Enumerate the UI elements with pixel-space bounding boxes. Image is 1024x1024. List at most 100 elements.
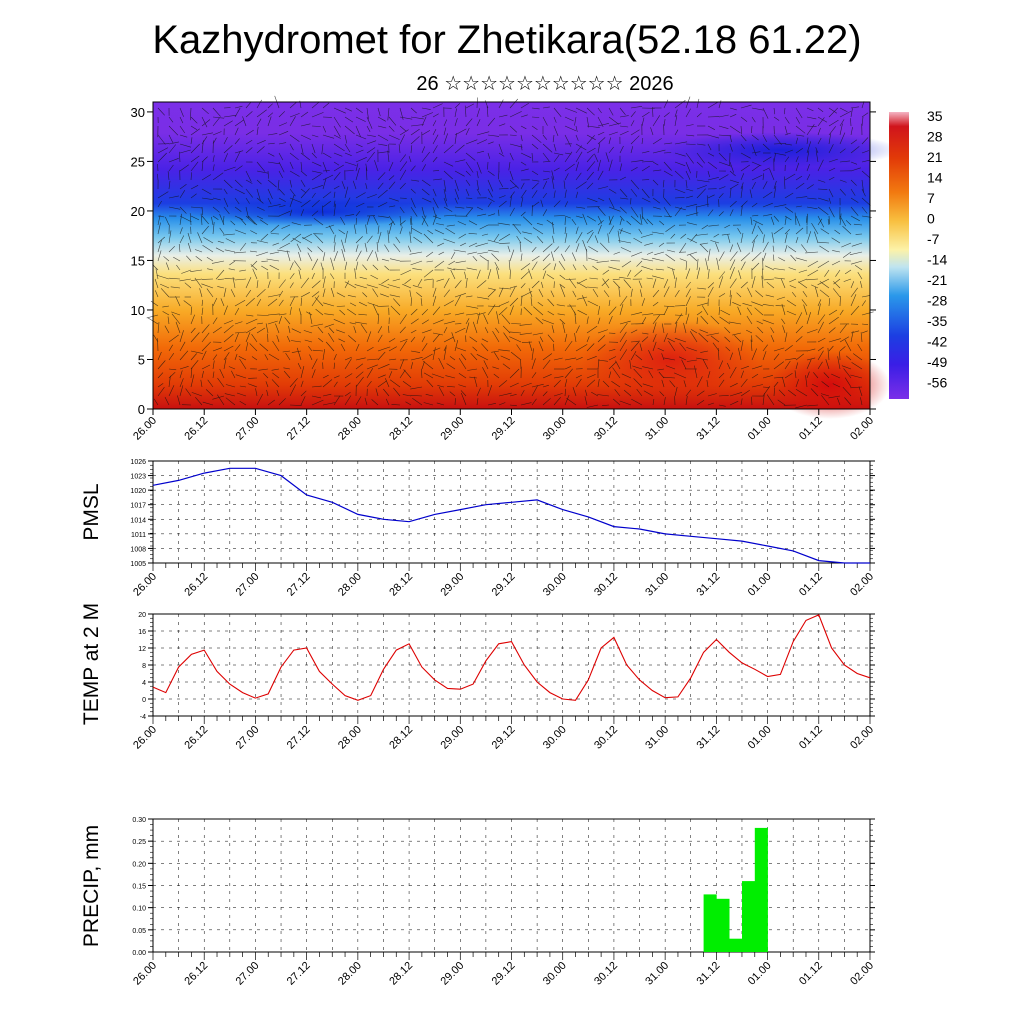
wind-barb — [168, 134, 174, 144]
wind-barb — [443, 326, 448, 334]
wind-barb — [630, 340, 641, 343]
wind-barb — [157, 387, 165, 397]
wind-barb — [509, 404, 517, 407]
wind-barb — [817, 361, 823, 370]
wind-barb — [685, 170, 691, 180]
wind-barb — [348, 335, 357, 343]
wind-barb — [476, 296, 490, 300]
wind-barb — [762, 252, 767, 262]
wind-barb — [663, 99, 669, 109]
wind-barb — [674, 314, 684, 316]
wind-barb — [850, 294, 857, 307]
wind-barb — [629, 359, 632, 370]
wind-barb — [190, 172, 192, 181]
wind-barb — [630, 106, 643, 109]
wind-barb — [520, 263, 531, 271]
wind-barb — [355, 210, 361, 217]
wind-barb — [509, 285, 518, 289]
wind-barb — [201, 132, 213, 136]
warm-core-a — [580, 320, 760, 400]
wind-barb — [850, 281, 855, 289]
wind-barb — [155, 268, 159, 280]
wind-barb — [498, 170, 500, 180]
wind-barb — [654, 251, 665, 256]
wind-barb — [219, 227, 225, 235]
wind-barb — [520, 402, 532, 406]
wind-barb — [641, 111, 650, 118]
wind-barb — [487, 287, 497, 291]
wind-barb — [344, 280, 350, 289]
wind-barb — [454, 293, 466, 298]
wind-barb — [340, 216, 346, 226]
wind-barb — [707, 125, 716, 130]
wind-barb — [404, 278, 412, 285]
wind-barb — [559, 318, 566, 325]
wind-barb — [377, 125, 387, 129]
wind-barb — [756, 320, 764, 325]
wind-barb — [234, 188, 245, 195]
wind-barb — [575, 191, 579, 199]
wind-barb — [642, 366, 654, 370]
wind-barb — [324, 313, 335, 316]
wind-barb — [729, 161, 734, 173]
wind-barb — [300, 277, 310, 289]
wind-barb — [729, 400, 739, 406]
wind-barb — [423, 372, 434, 379]
wind-barb — [476, 354, 489, 361]
wind-barb — [498, 143, 503, 154]
wind-barb — [311, 295, 320, 307]
colorbar-label: 21 — [927, 149, 943, 165]
wind-barb — [635, 354, 643, 361]
wind-barb — [564, 217, 566, 226]
wind-barb — [498, 188, 509, 190]
wind-barb — [225, 238, 236, 244]
wind-barb — [355, 116, 366, 122]
wind-barb — [630, 179, 640, 190]
wind-barb — [168, 385, 175, 397]
wind-barb — [223, 305, 228, 316]
y-tick-label: 10 — [131, 303, 145, 318]
wind-barb — [278, 290, 284, 298]
wind-barb — [454, 312, 465, 316]
wind-barb — [755, 290, 764, 298]
wind-barb — [729, 290, 731, 298]
wind-barb — [640, 233, 654, 238]
wind-barb — [707, 152, 715, 157]
wind-barb — [296, 347, 302, 361]
wind-barb — [432, 156, 438, 163]
wind-barb — [762, 304, 775, 307]
wind-barb — [667, 249, 676, 253]
wind-barb — [412, 285, 423, 289]
wind-barb — [344, 261, 348, 271]
wind-barb — [344, 358, 352, 370]
wind-barb — [476, 170, 479, 179]
y-tick-label: 1011 — [131, 532, 146, 539]
wind-barb — [377, 313, 380, 325]
wind-barb — [762, 241, 769, 253]
wind-barb — [542, 262, 551, 271]
wind-barb — [495, 327, 500, 334]
wind-barb — [223, 179, 233, 189]
wind-barb — [432, 333, 441, 343]
wind-barb — [844, 397, 852, 406]
wind-barb — [189, 213, 192, 226]
wind-barb — [333, 362, 335, 370]
wind-barb — [663, 142, 673, 145]
wind-barb — [223, 352, 230, 361]
wind-barb — [553, 343, 555, 352]
wind-barb — [575, 181, 587, 190]
wind-barb — [520, 197, 524, 208]
wind-barb — [498, 233, 511, 241]
wind-barb — [858, 386, 863, 397]
wind-barb — [157, 351, 162, 361]
wind-barb — [311, 369, 316, 379]
wind-barb — [509, 207, 515, 217]
wind-barb — [223, 166, 236, 172]
wind-barb — [861, 206, 868, 214]
wind-barb — [669, 380, 676, 388]
wind-barb — [443, 238, 456, 244]
wind-barb — [245, 297, 255, 307]
wind-barb — [740, 365, 750, 370]
wind-barb — [762, 386, 770, 388]
wind-barb — [223, 345, 234, 352]
